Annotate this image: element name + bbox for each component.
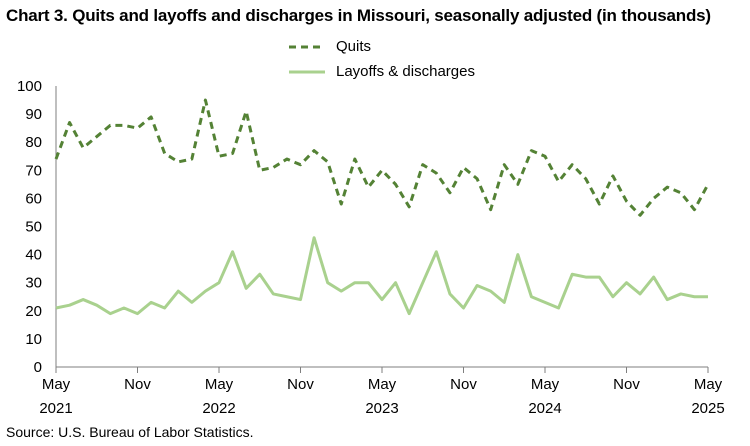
y-axis: 0 10 20 30 40 50 60 70 80 90 100 [17,78,57,376]
x-axis: May 2021 Nov May 2022 Nov May 2023 Nov May 2024 Nov… [39,366,725,417]
y-tick-label: 70 [25,162,42,179]
x-tick-label-year: 2021 [39,400,72,417]
chart-title: Chart 3. Quits and layoffs and discharge… [6,6,711,25]
y-tick-label: 0 [34,359,42,376]
y-tick-label: 60 [25,190,42,207]
x-tick-label-month: Nov [450,376,477,393]
x-tick-label-month: May [368,376,397,393]
y-tick-label: 40 [25,247,42,264]
x-tick-label-year: 2025 [691,400,724,417]
x-tick-label-month: May [205,376,234,393]
y-tick-label: 80 [25,134,42,151]
x-tick-label-month: Nov [124,376,151,393]
legend-item-quits: Quits [288,38,371,55]
x-tick-label-month: May [42,376,71,393]
legend-swatch-quits [289,45,325,48]
y-tick-label: 90 [25,106,42,123]
x-tick-label-month: May [531,376,560,393]
y-tick-label: 30 [25,275,42,292]
legend-label-layoffs: Layoffs & discharges [336,63,475,80]
source-note: Source: U.S. Bureau of Labor Statistics. [6,424,254,440]
x-tick-label-month: Nov [613,376,640,393]
x-tick-label-month: Nov [287,376,314,393]
y-tick-label: 10 [25,331,42,348]
series-layer [54,98,710,316]
legend-swatch-layoffs [289,70,325,73]
x-tick-label-month: May [694,376,723,393]
y-tick-label: 100 [17,78,42,95]
x-tick-label-year: 2024 [528,400,561,417]
y-tick-label: 20 [25,303,42,320]
x-tick-label-year: 2023 [365,400,398,417]
legend-label-quits: Quits [336,38,372,55]
series-line-quits [54,98,710,217]
legend-item-layoffs: Layoffs & discharges [288,63,475,80]
series-line-layoffs [55,236,708,316]
y-tick-label: 50 [25,219,42,236]
x-tick-label-year: 2022 [202,400,235,417]
